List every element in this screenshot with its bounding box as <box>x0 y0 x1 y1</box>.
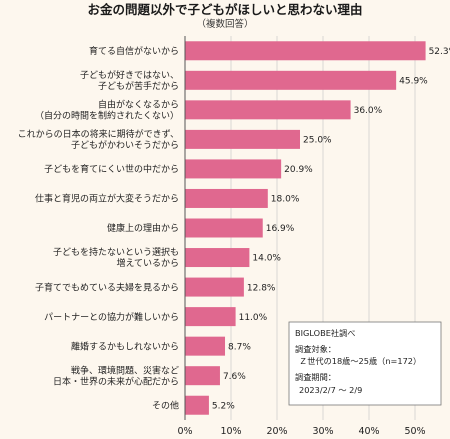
category-label: 仕事と育児の両立が大変そうだから <box>35 193 179 205</box>
category-label: 子どもを持たないという選択も <box>53 246 179 258</box>
category-label: 育てる自信がないから <box>89 45 179 57</box>
bar <box>185 41 426 61</box>
note-target-value: Ｚ世代の18歳～25歳（n=172） <box>299 356 421 366</box>
x-tick-label: 30% <box>312 426 333 437</box>
category-label: パートナーとの協力が難しいから <box>44 311 179 323</box>
value-label: 5.2% <box>212 401 235 411</box>
x-tick-labels: 0% 10% 20% 30% 40% 50% <box>177 426 425 437</box>
value-label: 36.0% <box>354 106 383 116</box>
bar <box>185 70 397 90</box>
category-label: （自分の時間を制約されたくない） <box>35 110 179 122</box>
value-label: 8.7% <box>228 342 251 352</box>
note-box <box>288 321 442 406</box>
bar <box>185 307 236 327</box>
note-target-label: 調査対象： <box>295 344 336 354</box>
x-tick-label: 40% <box>358 426 379 437</box>
value-label: 11.0% <box>239 313 268 323</box>
bar <box>185 336 226 356</box>
category-label: その他 <box>152 399 179 411</box>
category-label: 子どもを育てにくい世の中だから <box>44 163 179 175</box>
category-label: 自由がなくなるから <box>98 99 179 111</box>
x-tick-label: 0% <box>177 426 192 437</box>
chart-subtitle: （複数回答） <box>196 18 253 30</box>
value-label: 12.8% <box>247 283 276 293</box>
survey-note: BIGLOBE社調べ 調査対象： Ｚ世代の18歳～25歳（n=172） 調査期間… <box>288 321 442 406</box>
category-label: 離婚するかもしれないから <box>71 340 179 352</box>
bars <box>185 41 426 415</box>
category-label: 子どもが苦手だから <box>98 80 179 92</box>
value-label: 45.9% <box>399 77 428 87</box>
value-label: 25.0% <box>303 136 332 146</box>
category-labels: 育てる自信がないから子どもが好きではない、子どもが苦手だから自由がなくなるから（… <box>18 45 179 411</box>
category-label: 健康上の理由から <box>107 222 179 234</box>
value-label: 18.0% <box>271 195 300 205</box>
value-label: 16.9% <box>266 224 295 234</box>
bar <box>185 129 300 149</box>
bar <box>185 218 263 238</box>
category-label: 子どもがかわいそうだから <box>71 139 179 151</box>
note-period-label: 調査期間： <box>295 372 336 382</box>
category-label: 戦争、環境問題、災害など <box>71 364 179 376</box>
value-label: 7.6% <box>223 372 246 382</box>
value-label: 52.3% <box>429 47 450 57</box>
value-labels: 52.3% 45.9% 36.0% 25.0% 20.9% 18.0% 16.9% 14.0%… <box>212 47 450 411</box>
x-tick-label: 20% <box>266 426 287 437</box>
category-label: 日本・世界の未来が心配だから <box>53 375 179 387</box>
x-tick-label: 10% <box>220 426 241 437</box>
bar <box>185 277 244 297</box>
x-tick-label: 50% <box>404 426 425 437</box>
chart-title: お金の問題以外で子どもがほしいと思わない理由 <box>87 2 362 17</box>
note-source: BIGLOBE社調べ <box>295 328 355 338</box>
category-label: 子どもが好きではない、 <box>80 69 179 81</box>
bar <box>185 395 209 415</box>
category-label: 子育てでもめている夫婦を見るから <box>35 281 179 293</box>
value-label: 14.0% <box>252 254 281 264</box>
bar <box>185 159 282 179</box>
note-period-value: 2023/2/7 ～ 2/9 <box>299 385 362 395</box>
category-label: これからの日本の将来に期待ができず、 <box>18 128 179 140</box>
bar <box>185 100 351 120</box>
bar <box>185 366 220 386</box>
value-label: 20.9% <box>284 165 313 175</box>
category-label: 増えているから <box>116 257 179 269</box>
bar <box>185 248 250 268</box>
bar <box>185 188 268 208</box>
